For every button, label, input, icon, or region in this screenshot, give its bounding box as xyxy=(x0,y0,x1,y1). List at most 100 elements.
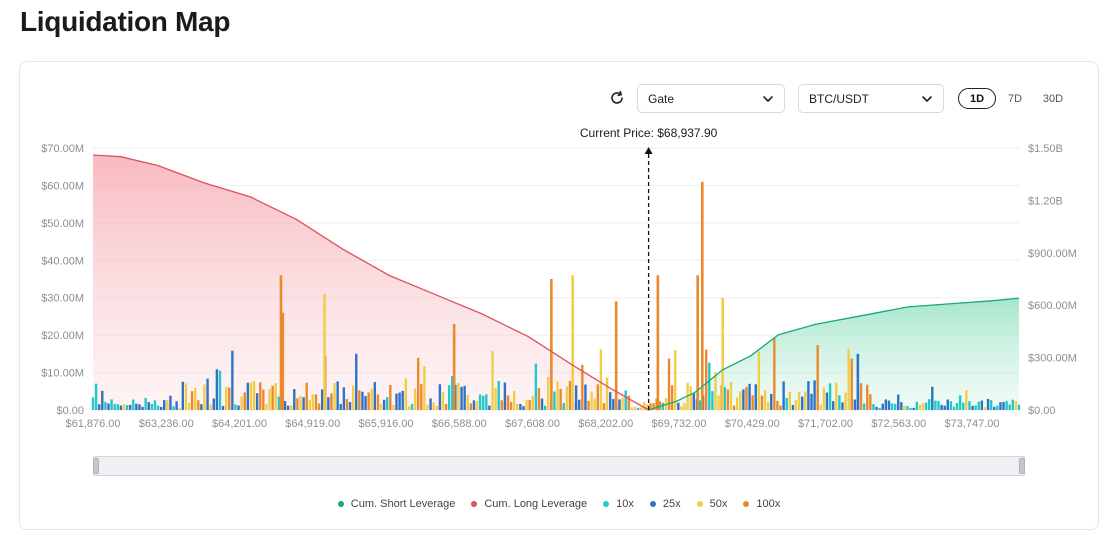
liquidation-bar xyxy=(937,400,940,410)
liquidation-bar xyxy=(887,400,891,410)
liquidation-bar xyxy=(1017,404,1021,410)
liquidation-bar xyxy=(277,396,281,410)
liquidation-bar xyxy=(231,350,234,410)
y-right-tick-label: $0.00 xyxy=(1028,405,1056,417)
liquidation-bar xyxy=(537,388,541,410)
liquidation-bar xyxy=(999,402,1002,410)
liquidation-bar xyxy=(621,397,624,410)
liquidation-bar xyxy=(382,399,386,410)
liquidation-bar xyxy=(138,404,141,410)
liquidation-bar xyxy=(915,401,918,410)
x-tick-label: $69,732.00 xyxy=(651,418,706,430)
liquidation-bar xyxy=(760,395,764,410)
liquidation-bar xyxy=(97,404,101,410)
liquidation-bar xyxy=(416,357,420,410)
liquidation-bar xyxy=(469,403,473,410)
liquidation-bar xyxy=(283,401,287,410)
liquidation-bar xyxy=(674,350,677,410)
liquidation-bar xyxy=(181,381,185,410)
liquidation-bar xyxy=(367,392,370,410)
liquidation-bar xyxy=(543,405,547,410)
cum-short-area xyxy=(648,298,1019,410)
liquidation-bar xyxy=(559,388,562,410)
liquidation-bar xyxy=(639,407,643,410)
liquidation-bar-peak xyxy=(701,181,704,410)
liquidation-bar xyxy=(311,394,315,410)
liquidation-bar xyxy=(742,389,745,410)
y-left-tick-label: $30.00M xyxy=(41,293,84,305)
liquidation-bar-peak xyxy=(856,353,860,410)
liquidation-bar xyxy=(986,398,990,410)
legend-swatch xyxy=(649,501,656,507)
timeframe-7d-button[interactable]: 7D xyxy=(1007,92,1023,105)
liquidation-bar xyxy=(596,384,600,410)
x-tick-label: $61,876.00 xyxy=(65,418,120,430)
liquidation-bar xyxy=(652,403,655,410)
liquidation-bar xyxy=(714,372,717,410)
y-left-tick-label: $60.00M xyxy=(41,180,84,192)
liquidation-bar xyxy=(590,391,593,410)
legend-item-50x[interactable]: 50x xyxy=(696,498,727,510)
x-tick-label: $66,588.00 xyxy=(432,418,487,430)
liquidation-bar xyxy=(680,406,683,410)
liquidation-bar xyxy=(909,408,912,410)
liquidation-bar xyxy=(980,400,984,410)
liquidation-bar xyxy=(370,388,373,410)
liquidation-bar xyxy=(299,395,302,410)
zoom-slider-right-handle[interactable] xyxy=(1019,458,1025,474)
liquidation-bar xyxy=(101,390,104,410)
liquidation-bar xyxy=(946,399,949,410)
liquidation-bar xyxy=(630,407,634,410)
page-title: Liquidation Map xyxy=(20,6,231,37)
liquidation-bar-peak xyxy=(656,275,660,410)
y-left-tick-label: $70.00M xyxy=(41,143,84,155)
liquidation-bar xyxy=(1008,404,1011,410)
liquidation-bar xyxy=(228,387,231,410)
liquidation-bar xyxy=(711,391,714,410)
liquidation-bar xyxy=(429,398,432,410)
liquidation-bar xyxy=(717,395,720,410)
zoom-slider-left-handle[interactable] xyxy=(93,458,99,474)
liquidation-bar xyxy=(398,392,401,410)
liquidation-bar xyxy=(788,391,792,410)
liquidation-bar xyxy=(847,348,850,410)
cum-long-line xyxy=(92,154,649,411)
legend-item-25x[interactable]: 25x xyxy=(649,498,681,510)
liquidation-bar xyxy=(141,406,144,410)
liquidation-bar xyxy=(221,406,225,410)
legend-item-cum-short[interactable]: Cum. Short Leverage xyxy=(337,498,455,510)
liquidation-bar xyxy=(317,403,321,410)
liquidation-bar xyxy=(395,393,398,410)
liquidation-bar xyxy=(943,405,946,410)
liquidation-bar xyxy=(404,378,407,410)
liquidation-bar xyxy=(624,390,627,410)
liquidation-bar xyxy=(342,387,346,410)
liquidation-bar xyxy=(500,400,504,410)
liquidation-bar xyxy=(435,405,438,410)
liquidation-bar xyxy=(859,383,863,410)
liquidation-bar xyxy=(763,389,767,410)
exchange-select[interactable]: Gate xyxy=(637,84,785,113)
liquidation-bar xyxy=(534,363,538,410)
x-tick-label: $64,919.00 xyxy=(285,418,340,430)
timeframe-1d-button[interactable]: 1D xyxy=(958,88,996,109)
liquidation-bar xyxy=(587,400,590,410)
liquidation-bar xyxy=(345,399,349,410)
y-right-tick-label: $900.00M xyxy=(1028,248,1077,260)
liquidation-bar xyxy=(107,403,110,410)
legend-item-cum-long[interactable]: Cum. Long Leverage xyxy=(471,498,587,510)
legend-item-100x[interactable]: 100x xyxy=(743,498,780,510)
liquidation-bar xyxy=(215,369,219,410)
liquidation-bar xyxy=(881,403,884,410)
timeframe-30d-button[interactable]: 30D xyxy=(1042,92,1064,105)
legend-item-10x[interactable]: 10x xyxy=(603,498,634,510)
pair-select[interactable]: BTC/USDT xyxy=(798,84,944,113)
liquidation-bar xyxy=(286,405,290,410)
liquidation-bar xyxy=(958,395,962,410)
refresh-icon[interactable] xyxy=(609,90,625,106)
liquidation-bar xyxy=(677,402,680,410)
y-left-tick-label: $20.00M xyxy=(41,330,84,342)
liquidation-bar xyxy=(853,399,857,410)
zoom-range-slider[interactable] xyxy=(93,456,1025,476)
liquidation-bar xyxy=(386,397,389,410)
